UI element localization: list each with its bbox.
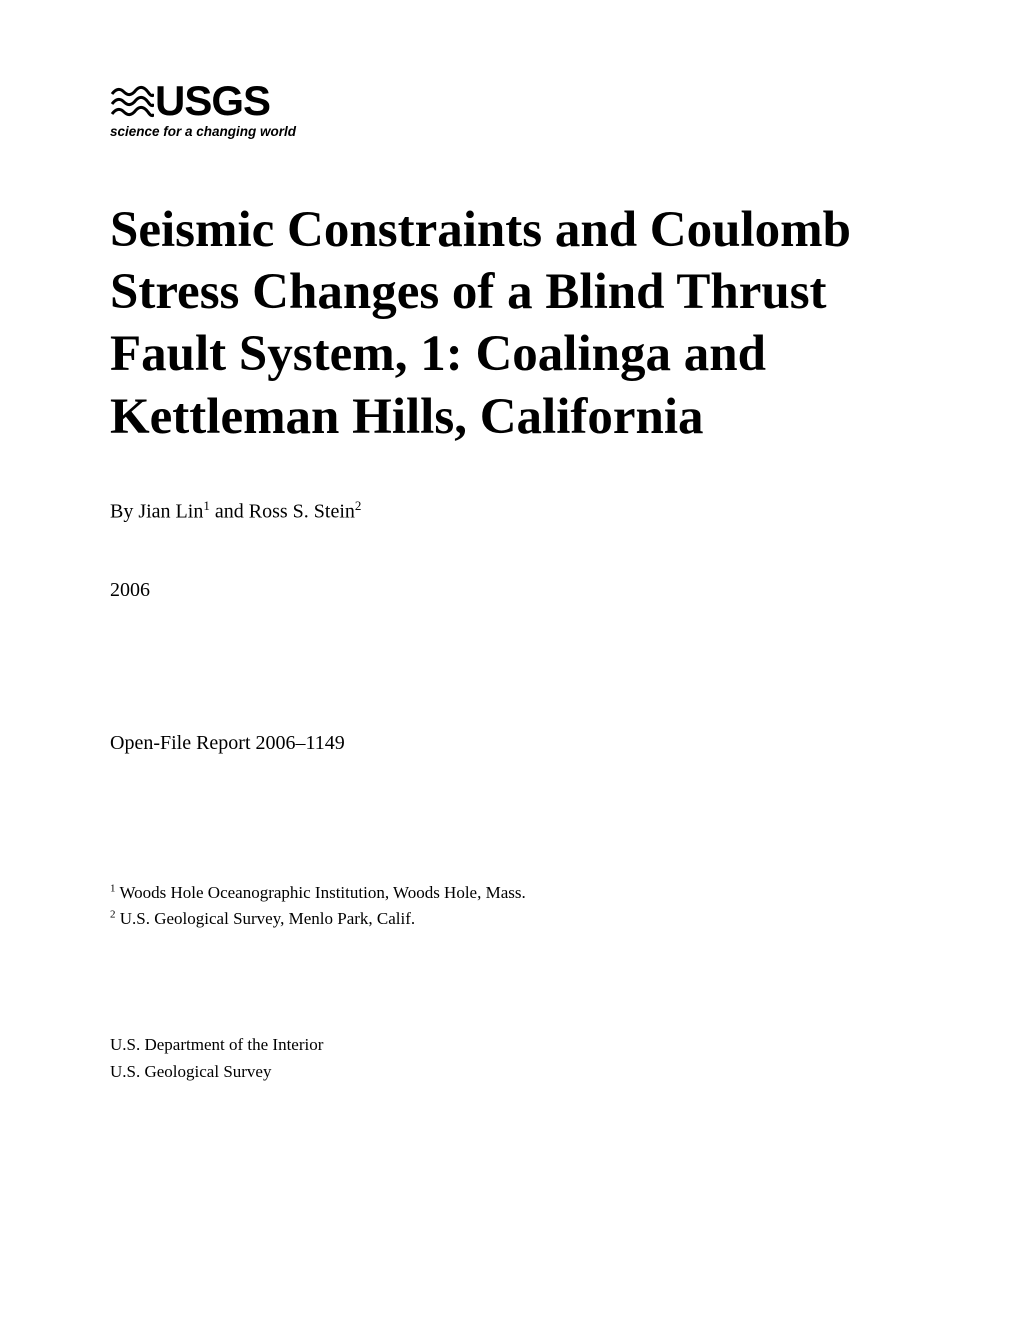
publication-year: 2006 [110,579,910,602]
usgs-wave-icon [110,82,154,120]
department-line-2: U.S. Geological Survey [110,1059,910,1085]
logo-top-row: USGS [110,80,910,122]
author-line: By Jian Lin1 and Ross S. Stein2 [110,498,910,524]
logo-tagline: science for a changing world [110,124,910,139]
affiliation-1-text: Woods Hole Oceanographic Institution, Wo… [116,883,526,902]
authors-separator: and [210,501,249,523]
author-1-name: Jian Lin [138,501,203,523]
author-2-sup: 2 [355,498,362,513]
affiliations-block: 1 Woods Hole Oceanographic Institution, … [110,880,910,933]
affiliation-2-text: U.S. Geological Survey, Menlo Park, Cali… [116,909,416,928]
department-block: U.S. Department of the Interior U.S. Geo… [110,1032,910,1085]
department-line-1: U.S. Department of the Interior [110,1032,910,1058]
affiliation-1: 1 Woods Hole Oceanographic Institution, … [110,880,910,906]
affiliation-2: 2 U.S. Geological Survey, Menlo Park, Ca… [110,906,910,932]
document-title: Seismic Constraints and Coulomb Stress C… [110,199,910,448]
logo-letters: USGS [155,80,270,122]
author-2-name: Ross S. Stein [249,501,355,523]
report-number: Open-File Report 2006–1149 [110,732,910,755]
logo-wrapper: USGS science for a changing world [110,80,910,139]
usgs-logo: USGS science for a changing world [110,80,910,139]
authors-prefix: By [110,501,138,523]
